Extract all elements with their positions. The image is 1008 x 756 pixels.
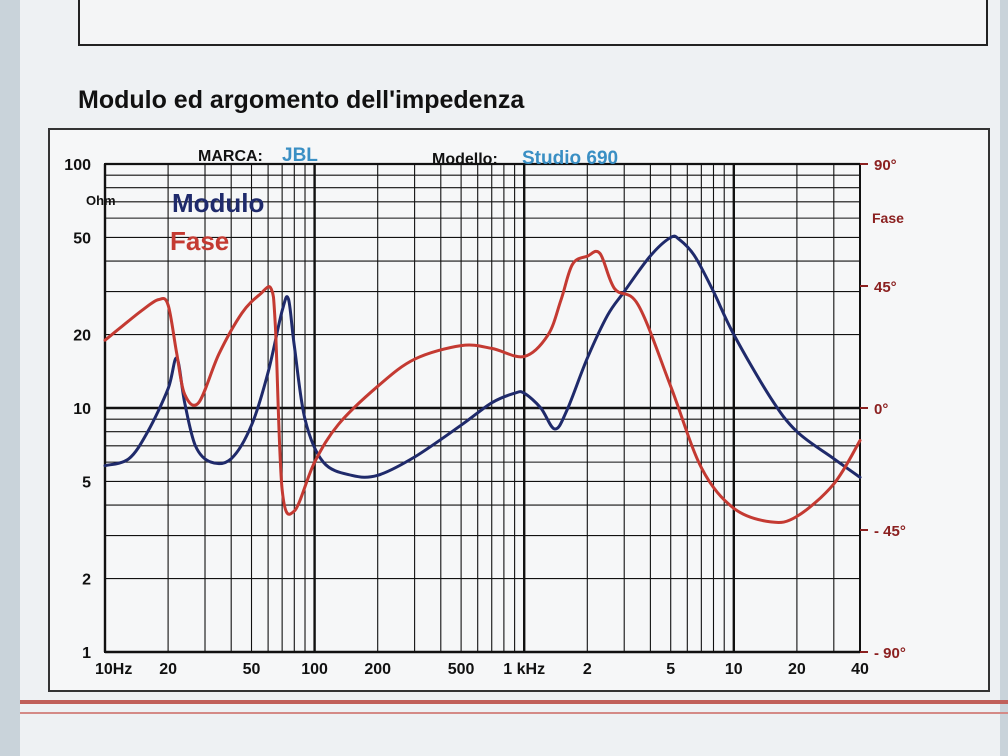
y-tick-label: 5 <box>82 474 91 491</box>
x-tick-label: 2 <box>583 661 592 678</box>
series-line-fase <box>103 249 862 524</box>
phase-tick-label: - 45° <box>874 523 906 540</box>
model-label: Modello: <box>432 151 498 168</box>
x-tick-label: 50 <box>243 661 261 678</box>
left-axis-unit: Ohm <box>86 193 116 208</box>
chart-frame: 10Hz 20 50 100 200 500 1 kHz 2 5 10 20 40 100 50 20 10 5… <box>48 128 990 692</box>
legend-modulo: Modulo <box>172 188 264 218</box>
x-tick-label: 200 <box>364 661 391 678</box>
impedance-chart: 10Hz 20 50 100 200 500 1 kHz 2 5 10 20 40 100 50 20 10 5… <box>64 145 906 678</box>
x-tick-label: 20 <box>788 661 806 678</box>
model-value: Studio 690 <box>522 148 618 169</box>
tick-labels: 10Hz 20 50 100 200 500 1 kHz 2 5 10 20 40 100 50 20 10 5… <box>64 157 906 678</box>
phase-tick-label: 90° <box>874 157 897 174</box>
phase-tick-label: 0° <box>874 401 888 418</box>
y-tick-label: 50 <box>73 230 91 247</box>
y-tick-label: 20 <box>73 328 91 345</box>
y-tick-label: 2 <box>82 572 91 589</box>
x-tick-label: 1 kHz <box>503 661 545 678</box>
x-tick-label: 10Hz <box>95 661 132 678</box>
right-axis-title: Fase <box>872 210 904 226</box>
y-tick-label: 100 <box>64 157 91 174</box>
section-title: Modulo ed argomento dell'impedenza <box>78 86 525 114</box>
grid <box>103 162 861 654</box>
bottom-rule-thin <box>20 712 1008 714</box>
page: Modulo ed argomento dell'impedenza 10Hz 2… <box>20 0 1008 756</box>
x-tick-label: 5 <box>666 661 675 678</box>
x-tick-label: 40 <box>851 661 869 678</box>
previous-section-box <box>78 0 988 46</box>
brand-value: JBL <box>282 145 318 166</box>
x-tick-label: 10 <box>725 661 743 678</box>
brand-label: MARCA: <box>198 148 263 165</box>
series-layer <box>103 234 862 524</box>
x-tick-label: 500 <box>448 661 475 678</box>
phase-tick-label: 45° <box>874 279 897 296</box>
bottom-rule <box>20 700 1008 704</box>
y-tick-label: 1 <box>82 645 91 662</box>
series-line-modulo <box>103 234 862 479</box>
legend-fase: Fase <box>170 226 229 256</box>
x-tick-label: 100 <box>301 661 328 678</box>
x-tick-label: 20 <box>159 661 177 678</box>
phase-tick-label: - 90° <box>874 645 906 662</box>
y-tick-label: 10 <box>73 401 91 418</box>
